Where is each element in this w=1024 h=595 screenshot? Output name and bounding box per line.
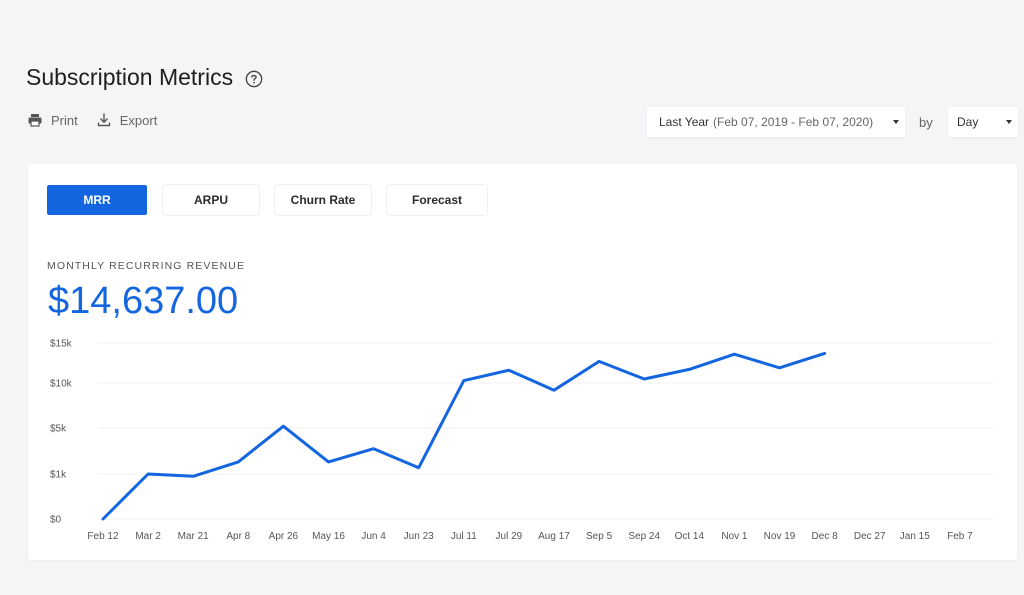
x-tick-label: Dec 27: [854, 531, 886, 542]
x-tick-label: Jul 29: [496, 531, 523, 542]
x-tick-label: Feb 12: [87, 531, 119, 542]
x-tick-label: Nov 1: [721, 531, 748, 542]
tab-arpu[interactable]: ARPU: [163, 185, 259, 215]
toolbar-actions: Print Export: [27, 112, 157, 128]
x-tick-label: Jun 23: [404, 531, 434, 542]
print-button[interactable]: Print: [27, 112, 78, 128]
range-label: Last Year: [659, 115, 710, 129]
x-tick-label: Mar 2: [135, 531, 161, 542]
tab-churn-rate[interactable]: Churn Rate: [275, 185, 371, 215]
range-dates: (Feb 07, 2019 - Feb 07, 2020): [713, 115, 874, 129]
y-tick-label: $10k: [50, 379, 73, 390]
metric-tabs: MRR ARPU Churn Rate Forecast: [47, 185, 487, 215]
tab-label: MRR: [83, 193, 111, 207]
tab-label: Churn Rate: [290, 193, 356, 207]
by-label: by: [919, 115, 933, 130]
x-tick-label: Sep 5: [586, 531, 613, 542]
y-tick-label: $1k: [50, 470, 67, 481]
tab-label: ARPU: [193, 193, 228, 207]
x-tick-label: May 16: [312, 531, 345, 542]
tab-label: Forecast: [411, 193, 463, 207]
x-tick-label: Apr 26: [269, 531, 299, 542]
y-tick-label: $15k: [50, 339, 73, 350]
mrr-line-chart: $0 $1k $5k $10k $15k Feb 12 Mar 2 Mar 21 Apr 8 Ap…: [50, 339, 993, 542]
metrics-card: MRR ARPU Churn Rate Forecast MONTHLY REC…: [28, 164, 1017, 560]
x-tick-label: Feb 7: [947, 531, 973, 542]
y-tick-label: $0: [50, 515, 62, 526]
x-tick-label: Apr 8: [226, 531, 250, 542]
download-icon: [97, 113, 110, 127]
export-label: Export: [119, 112, 158, 128]
x-tick-label: Nov 19: [764, 531, 796, 542]
granularity-value: Day: [957, 115, 979, 129]
print-label: Print: [51, 112, 78, 128]
tab-mrr[interactable]: MRR: [47, 185, 147, 215]
mrr-series-line: [101, 351, 827, 521]
help-icon[interactable]: [245, 70, 263, 88]
y-tick-label: $5k: [50, 424, 67, 435]
caret-down-icon: [1006, 120, 1012, 124]
x-tick-label: Jul 11: [451, 531, 477, 542]
metric-value: $14,637.00: [48, 280, 239, 322]
x-tick-label: Mar 21: [178, 531, 210, 542]
export-button[interactable]: Export: [96, 112, 158, 128]
x-tick-label: Oct 14: [675, 531, 705, 542]
date-range-select[interactable]: Last Year (Feb 07, 2019 - Feb 07, 2020): [647, 107, 905, 137]
page-title-row: Subscription Metrics: [26, 64, 263, 91]
x-tick-label: Jun 4: [361, 531, 386, 542]
tab-forecast[interactable]: Forecast: [387, 185, 487, 215]
x-tick-label: Aug 17: [538, 531, 570, 542]
x-tick-label: Sep 24: [628, 531, 660, 542]
printer-icon: [28, 114, 42, 127]
granularity-select[interactable]: Day: [948, 107, 1018, 137]
x-tick-label: Jan 15: [900, 531, 930, 542]
page-title: Subscription Metrics: [26, 64, 234, 90]
metric-label: MONTHLY RECURRING REVENUE: [47, 260, 246, 272]
x-tick-label: Dec 8: [812, 531, 839, 542]
caret-down-icon: [893, 120, 899, 124]
